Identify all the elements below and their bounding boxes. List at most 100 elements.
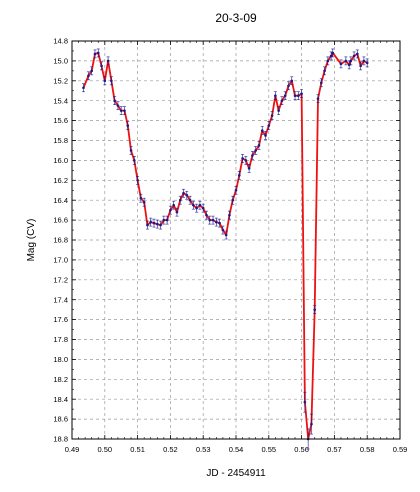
data-point (329, 54, 333, 58)
y-tick-label: 16.0 (53, 156, 68, 165)
data-point (110, 79, 113, 83)
data-point (116, 104, 120, 107)
series-layer (81, 48, 369, 450)
data-point (228, 213, 231, 217)
x-tick-label: 0.50 (97, 445, 112, 454)
data-point (218, 221, 221, 225)
y-tick-label: 17.2 (53, 275, 68, 284)
data-point (352, 54, 356, 58)
data-point (313, 308, 317, 311)
y-tick-label: 15.6 (53, 116, 68, 125)
data-point (300, 92, 303, 96)
data-point (339, 62, 343, 66)
y-tick-label: 18.8 (53, 435, 68, 444)
data-point (82, 86, 85, 90)
data-point (277, 109, 280, 112)
y-tick-label: 18.2 (53, 375, 68, 384)
data-point (129, 149, 133, 152)
x-tick-label: 0.55 (261, 445, 276, 454)
y-axis-label: Mag (CV) (26, 219, 37, 262)
y-tick-label: 15.2 (53, 76, 68, 85)
data-point (359, 64, 362, 68)
data-point (293, 94, 297, 98)
y-tick-label: 16.4 (53, 196, 68, 205)
data-point (254, 149, 257, 152)
plot-frame (71, 40, 401, 440)
data-point (149, 220, 153, 224)
data-point (347, 63, 351, 67)
y-tick-label: 16.2 (53, 176, 68, 185)
data-point (192, 203, 195, 207)
x-tick-label: 0.59 (393, 445, 408, 454)
data-point (159, 223, 162, 227)
x-tick-label: 0.53 (196, 445, 211, 454)
data-point (142, 200, 146, 204)
y-tick-label: 15.0 (53, 57, 68, 66)
data-point (188, 198, 192, 202)
x-tick-label: 0.54 (229, 445, 244, 454)
data-point (139, 196, 143, 200)
data-point (297, 94, 300, 98)
data-point (162, 218, 166, 222)
data-point (356, 52, 359, 56)
data-point (323, 69, 326, 73)
data-point (241, 157, 244, 160)
y-tick-label: 16.8 (53, 236, 68, 245)
data-point (195, 206, 198, 210)
data-point (152, 221, 156, 225)
data-point (224, 233, 228, 237)
data-point (201, 206, 205, 210)
data-point (198, 203, 202, 207)
data-point (270, 114, 274, 117)
y-tick-label: 17.0 (53, 256, 68, 265)
data-point (319, 81, 323, 85)
y-tick-label: 17.4 (53, 295, 68, 304)
grid-lines (72, 41, 400, 439)
data-point (90, 69, 93, 73)
y-tick-label: 17.8 (53, 335, 68, 344)
data-point (257, 144, 261, 147)
data-point (208, 218, 212, 222)
data-point (87, 74, 90, 78)
data-point (264, 134, 267, 137)
data-point (283, 94, 287, 98)
data-point (103, 79, 107, 83)
x-tick-label: 0.57 (327, 445, 342, 454)
data-point (93, 52, 97, 56)
data-point (205, 213, 208, 217)
x-tick-label: 0.58 (360, 445, 375, 454)
axis-ticks: 0.49 0.50 0.51 0.52 0.53 0.54 0.55 0.56 0.57 0.58… (53, 37, 407, 454)
data-point (251, 154, 254, 157)
data-point (267, 124, 271, 127)
data-point (165, 218, 169, 222)
data-point (215, 220, 218, 224)
y-tick-label: 15.8 (53, 136, 68, 145)
data-point (178, 198, 182, 202)
data-point (211, 218, 215, 222)
data-point (133, 159, 136, 162)
data-point (290, 79, 294, 83)
x-tick-label: 0.56 (294, 445, 309, 454)
x-tick-label: 0.49 (65, 445, 80, 454)
data-point (146, 223, 149, 227)
data-point (280, 99, 284, 102)
data-point (136, 179, 139, 182)
data-point (100, 64, 103, 68)
data-point (326, 59, 330, 63)
data-point (303, 400, 307, 404)
y-tick-label: 18.6 (53, 415, 68, 424)
data-point (260, 129, 264, 132)
data-point (362, 59, 366, 63)
data-point (349, 59, 353, 63)
data-point (175, 210, 179, 214)
data-point (155, 222, 159, 226)
data-point (113, 99, 116, 102)
y-tick-label: 14.8 (53, 37, 68, 46)
data-point (172, 203, 175, 207)
data-point (365, 61, 369, 65)
data-point (185, 193, 189, 197)
data-point (221, 228, 225, 232)
chart-title: 20-3-09 (215, 11, 257, 25)
data-point (331, 51, 335, 55)
